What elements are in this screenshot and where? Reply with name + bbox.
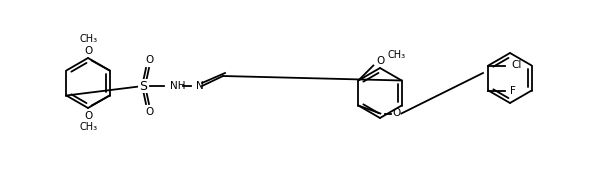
Text: Cl: Cl [512,61,522,70]
Text: F: F [510,85,516,96]
Text: S: S [139,80,147,93]
Text: NH: NH [170,81,185,91]
Text: O: O [392,109,400,119]
Text: CH₃: CH₃ [387,51,405,61]
Text: O: O [376,56,385,67]
Text: O: O [85,46,93,56]
Text: O: O [146,55,154,65]
Text: O: O [146,107,154,117]
Text: O: O [85,111,93,121]
Text: CH₃: CH₃ [80,122,98,132]
Text: N: N [196,81,204,91]
Text: CH₃: CH₃ [80,35,98,44]
